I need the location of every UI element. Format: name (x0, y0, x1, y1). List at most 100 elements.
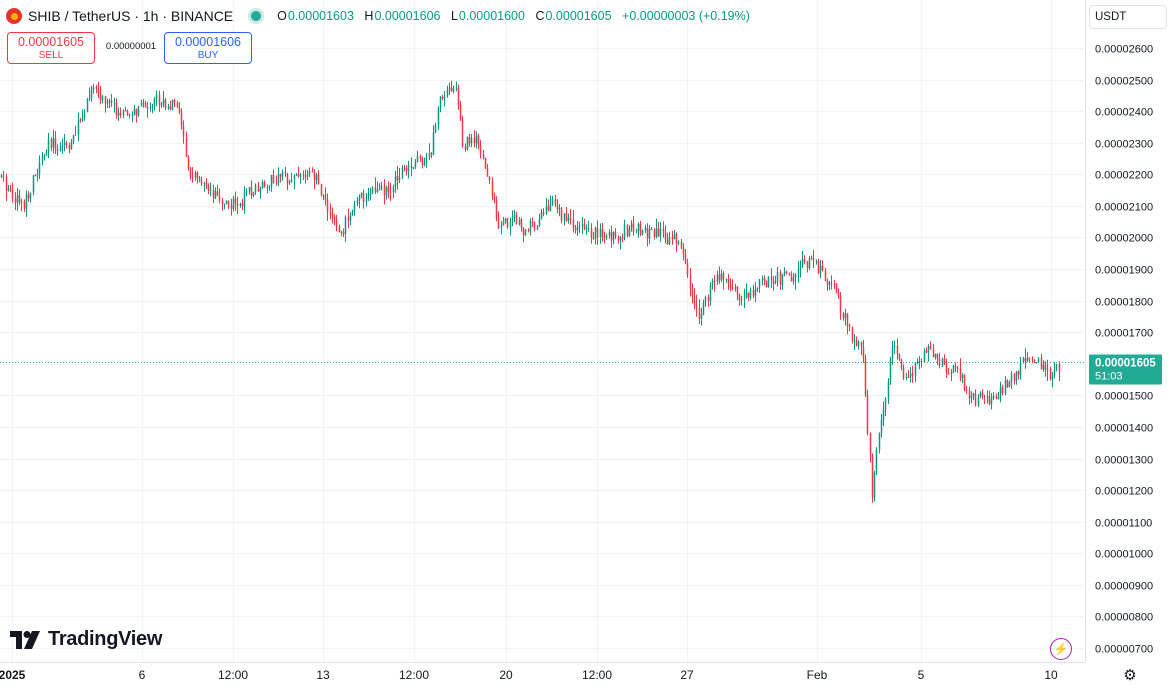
time-axis[interactable]: 2025 6 12:00 13 12:00 20 12:00 27 Feb 5 10 (0, 662, 1085, 683)
candle-body (884, 398, 887, 411)
price-tick-label: 0.00001000 (1095, 549, 1153, 561)
candle-body (648, 228, 651, 239)
candle-body (560, 208, 563, 221)
candle-body (592, 238, 595, 240)
candle-body (236, 203, 239, 206)
candle-body (596, 227, 599, 238)
candle-body (614, 231, 617, 237)
candle-body (617, 236, 620, 241)
candle-body (504, 218, 507, 223)
candle-body (41, 156, 44, 163)
candle-body (572, 219, 575, 229)
candle-body (484, 158, 487, 168)
candle-body (23, 201, 26, 209)
candle-body (959, 368, 962, 378)
price-tick-label: 0.00000800 (1095, 612, 1153, 624)
candle-body (605, 235, 608, 238)
tradingview-logo[interactable]: TradingView (10, 628, 162, 651)
candle-body (338, 226, 341, 233)
candle-body (905, 376, 908, 379)
candle-body (531, 221, 534, 223)
candle-body (342, 232, 345, 235)
candle-body (1044, 364, 1047, 370)
candle-body (387, 187, 390, 192)
candle-body (14, 198, 17, 203)
candle-body (641, 230, 644, 235)
symbol-title[interactable]: SHIB / TetherUS · 1h · BINANCE (28, 8, 234, 24)
candle-body (90, 89, 93, 99)
candle-body (923, 350, 926, 362)
candle-body (675, 233, 678, 244)
candle-body (9, 188, 12, 190)
candle-body (1001, 386, 1004, 394)
candle-body (340, 232, 343, 234)
candle-body (682, 248, 685, 254)
candle-body (347, 216, 350, 221)
candle-body (637, 223, 640, 232)
lightning-icon[interactable]: ⚡ (1050, 638, 1072, 660)
candle-body (358, 195, 361, 201)
candle-body (47, 139, 50, 153)
price-tick-label: 0.00002200 (1095, 170, 1153, 182)
candle-body (763, 278, 766, 281)
candle-body (92, 86, 95, 90)
price-tick-label: 0.00002300 (1095, 139, 1153, 151)
currency-selector[interactable]: USDT (1089, 5, 1167, 29)
candle-body (887, 381, 890, 399)
candle-body (191, 176, 194, 178)
buy-button[interactable]: 0.00001606 BUY (164, 32, 252, 64)
candle-body (466, 137, 469, 150)
candle-body (666, 239, 669, 245)
sell-button[interactable]: 0.00001605 SELL (7, 32, 95, 64)
candle-body (603, 237, 606, 239)
candle-body (207, 186, 210, 191)
candle-body (542, 212, 545, 215)
candle-body (401, 167, 404, 177)
candle-body (182, 125, 185, 138)
price-axis[interactable]: 0.00002600 0.00002500 0.00002400 0.00002300… (1085, 0, 1171, 689)
candle-body (864, 357, 867, 395)
candle-body (385, 187, 388, 196)
candle-body (727, 279, 730, 285)
candle-body (281, 171, 284, 177)
candle-body (938, 358, 941, 366)
candle-body (882, 410, 885, 420)
candle-body (821, 265, 824, 271)
candle-body (443, 96, 446, 99)
candle-body (88, 98, 91, 100)
candle-body (398, 176, 401, 181)
candle-body (783, 271, 786, 275)
candle-body (205, 182, 208, 187)
candle-body (34, 175, 37, 177)
candle-body (369, 194, 372, 196)
candle-body (146, 106, 149, 109)
candle-body (241, 203, 244, 207)
high-value: 0.00001606 (374, 9, 441, 23)
price-tick-label: 0.00002600 (1095, 44, 1153, 56)
candle-body (563, 213, 566, 221)
candle-body (907, 376, 910, 378)
candle-body (295, 174, 298, 176)
candle-body (407, 165, 410, 172)
candle-body (653, 229, 656, 237)
price-tick-label: 0.00001900 (1095, 265, 1153, 277)
gear-icon[interactable]: ⚙ (1123, 667, 1137, 684)
candle-body (657, 228, 660, 237)
last-price-value: 0.00001605 (1095, 358, 1156, 370)
time-tick-label: 13 (316, 668, 330, 682)
candle-body (1028, 357, 1031, 360)
candle-body (837, 292, 840, 296)
candle-body (441, 96, 444, 99)
candle-body (610, 232, 613, 241)
candle-body (144, 103, 147, 107)
candle-body (545, 206, 548, 215)
candle-body (731, 287, 734, 289)
candle-body (360, 192, 363, 196)
candle-body (115, 102, 118, 116)
candle-body (817, 260, 820, 274)
candle-body (977, 396, 980, 406)
candle-body (853, 340, 856, 342)
candle-body (529, 221, 532, 232)
candle-body (785, 271, 788, 274)
